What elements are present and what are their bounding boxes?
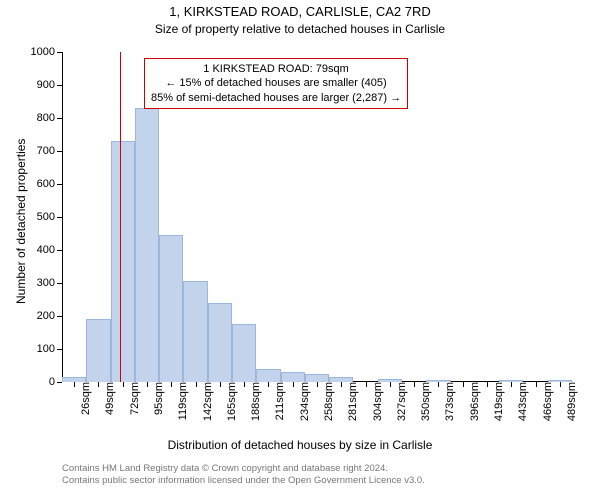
histogram-bar (86, 319, 110, 382)
y-tick-label: 800 (37, 112, 62, 124)
histogram-bar (305, 374, 329, 382)
x-tick-label: 234sqm (293, 382, 311, 421)
x-tick-label: 258sqm (317, 382, 335, 421)
y-tick-label: 1000 (31, 46, 62, 58)
x-tick-label: 304sqm (366, 382, 384, 421)
x-tick-label: 327sqm (390, 382, 408, 421)
x-tick-label: 211sqm (268, 382, 286, 420)
x-tick-label: 26sqm (74, 382, 92, 415)
x-tick-label: 72sqm (123, 382, 141, 415)
histogram-bar (232, 324, 256, 382)
x-tick-label: 95sqm (147, 382, 165, 415)
y-tick-label: 500 (37, 211, 62, 223)
x-tick-label: 350sqm (414, 382, 432, 421)
y-tick-label: 300 (37, 277, 62, 289)
x-tick-label: 49sqm (98, 382, 116, 415)
x-tick-label: 119sqm (171, 382, 189, 420)
x-tick-label: 443sqm (511, 382, 529, 421)
y-tick-label: 400 (37, 244, 62, 256)
y-tick-label: 0 (49, 376, 62, 388)
histogram-bar (135, 108, 159, 382)
footer-attribution: Contains HM Land Registry data © Crown c… (62, 463, 425, 488)
x-tick-label: 188sqm (244, 382, 262, 421)
chart-area: 0100200300400500600700800900100026sqm49s… (62, 52, 572, 382)
histogram-bar (208, 303, 232, 382)
x-tick-label: 281sqm (341, 382, 359, 421)
annotation-box: 1 KIRKSTEAD ROAD: 79sqm← 15% of detached… (144, 58, 408, 109)
y-tick-label: 900 (37, 79, 62, 91)
y-tick-label: 200 (37, 310, 62, 322)
histogram-bar (183, 281, 207, 382)
page-subtitle: Size of property relative to detached ho… (0, 22, 600, 36)
footer-line-2: Contains public sector information licen… (62, 475, 425, 487)
histogram-bar (111, 141, 135, 382)
annotation-line: 1 KIRKSTEAD ROAD: 79sqm (151, 62, 401, 76)
page-title: 1, KIRKSTEAD ROAD, CARLISLE, CA2 7RD (0, 4, 600, 19)
x-tick-label: 419sqm (487, 382, 505, 421)
y-tick-label: 700 (37, 145, 62, 157)
annotation-line: ← 15% of detached houses are smaller (40… (151, 76, 401, 90)
x-tick-label: 489sqm (560, 382, 578, 421)
x-axis-label: Distribution of detached houses by size … (0, 438, 600, 452)
x-tick-label: 466sqm (536, 382, 554, 421)
histogram-bar (159, 235, 183, 382)
x-tick-label: 396sqm (463, 382, 481, 421)
y-axis-label: Number of detached properties (14, 139, 28, 304)
x-tick-label: 373sqm (438, 382, 456, 421)
reference-line (120, 52, 121, 382)
y-tick-label: 100 (37, 343, 62, 355)
x-tick-label: 165sqm (220, 382, 238, 421)
footer-line-1: Contains HM Land Registry data © Crown c… (62, 463, 425, 475)
histogram-bar (281, 372, 305, 382)
x-tick-label: 142sqm (196, 382, 214, 421)
annotation-line: 85% of semi-detached houses are larger (… (151, 91, 401, 105)
y-tick-label: 600 (37, 178, 62, 190)
histogram-bar (256, 369, 280, 382)
